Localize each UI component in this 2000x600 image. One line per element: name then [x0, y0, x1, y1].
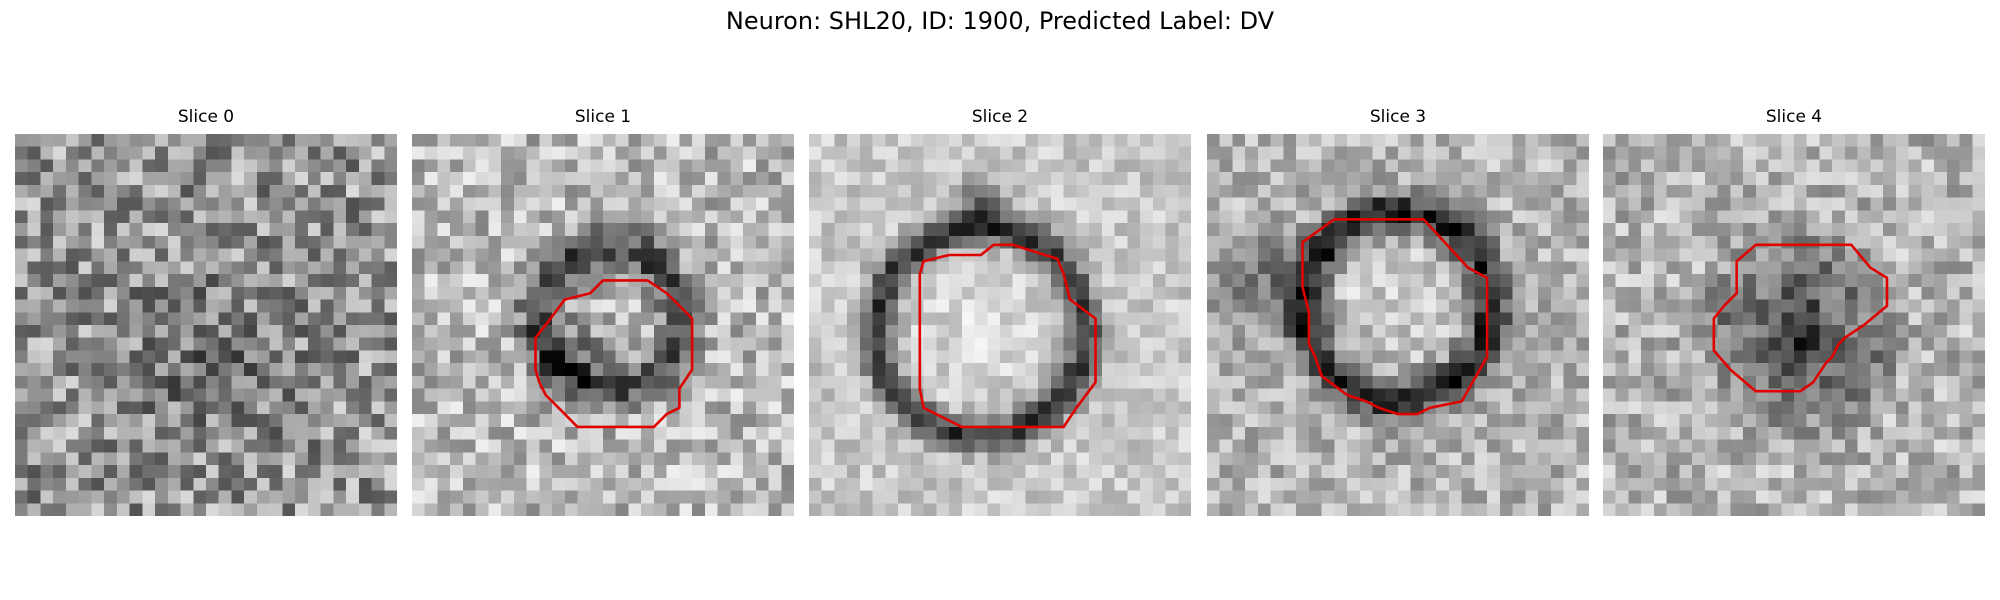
slice-image — [1207, 134, 1589, 516]
slice-title: Slice 2 — [971, 107, 1029, 127]
cell-contour — [534, 279, 694, 429]
slice-title: Slice 3 — [1369, 107, 1427, 127]
pixel-grid — [1603, 134, 1985, 516]
slice-panel-1: Slice 1 — [412, 105, 794, 517]
pixel-grid — [1207, 134, 1589, 516]
slice-title: Slice 0 — [177, 107, 235, 127]
slice-image — [15, 134, 397, 516]
slice-panel-3: Slice 3 — [1207, 105, 1589, 517]
slice-image — [809, 134, 1191, 516]
slice-panel-4: Slice 4 — [1603, 105, 1985, 517]
slice-title: Slice 1 — [574, 107, 632, 127]
cell-contour — [918, 243, 1097, 429]
slice-panel-0: Slice 0 — [15, 105, 397, 517]
slice-image — [1603, 134, 1985, 516]
slice-title: Slice 4 — [1765, 107, 1823, 127]
slice-panel-2: Slice 2 — [809, 105, 1191, 517]
cell-contour — [1301, 218, 1489, 416]
pixel-grid — [412, 134, 794, 516]
figure-title: Neuron: SHL20, ID: 1900, Predicted Label… — [725, 7, 1275, 35]
pixel-grid — [809, 134, 1191, 516]
slice-image — [412, 134, 794, 516]
cell-contour — [1712, 243, 1889, 393]
pixel-grid — [15, 134, 397, 516]
